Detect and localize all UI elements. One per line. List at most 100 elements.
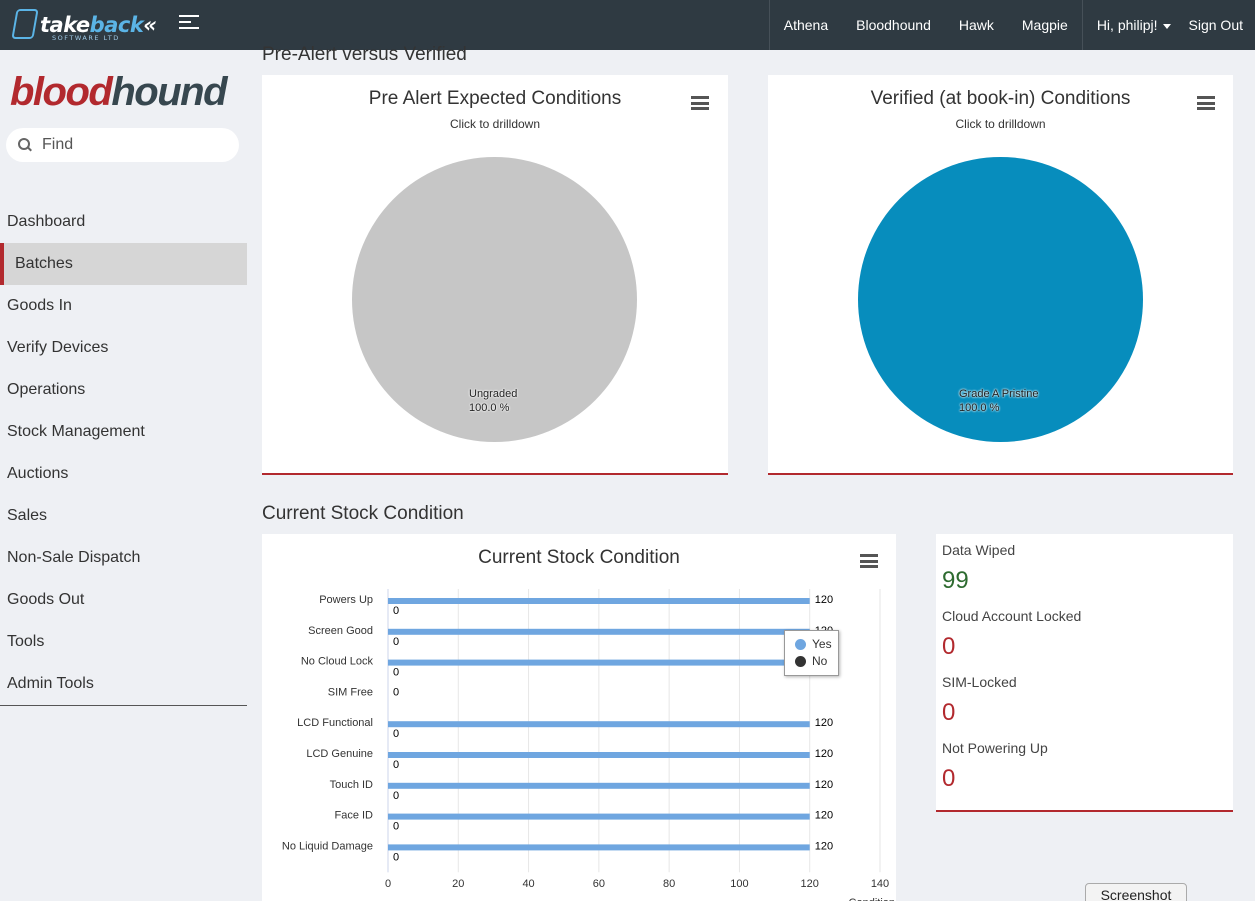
stat-label: Cloud Account Locked bbox=[942, 608, 1082, 624]
category-label: No Cloud Lock bbox=[301, 656, 374, 668]
takeback-logo[interactable]: takeback« SOFTWARE LTD bbox=[10, 7, 157, 43]
sidebar-item-sales[interactable]: Sales bbox=[7, 507, 48, 524]
logo-subtitle: SOFTWARE LTD bbox=[52, 34, 120, 42]
chart-subtitle: Click to drilldown bbox=[955, 117, 1046, 131]
bar-yes bbox=[388, 721, 810, 728]
nav-athena[interactable]: Athena bbox=[783, 17, 829, 33]
x-tick-label: 100 bbox=[730, 878, 748, 890]
logo-wordmark: takeback« bbox=[40, 13, 157, 37]
bar-yes bbox=[388, 659, 810, 666]
chart-title: Verified (at book-in) Conditions bbox=[870, 88, 1131, 109]
nav-magpie[interactable]: Magpie bbox=[1021, 17, 1068, 33]
sidebar-item-operations[interactable]: Operations bbox=[7, 381, 86, 398]
stat-value: 0 bbox=[942, 699, 956, 726]
data-label-no: 0 bbox=[393, 728, 399, 740]
stat-value: 99 bbox=[942, 567, 969, 594]
section-title-current-stock: Current Stock Condition bbox=[262, 503, 464, 524]
category-label: Screen Good bbox=[308, 625, 373, 637]
data-label-no: 0 bbox=[393, 759, 399, 771]
brand-hound: hound bbox=[111, 70, 227, 114]
user-greeting: Hi, philipj! bbox=[1096, 17, 1158, 33]
search-icon bbox=[18, 138, 32, 152]
x-tick-label: 80 bbox=[663, 878, 675, 890]
sidebar-toggle-icon[interactable] bbox=[179, 15, 199, 33]
pie-panel-pre-alert: Pre Alert Expected Conditions Click to d… bbox=[262, 75, 728, 475]
chart-menu-icon[interactable] bbox=[860, 554, 878, 568]
pie-data-label: Grade A Pristine 100.0 % bbox=[959, 387, 1039, 415]
pie-data-label: Ungraded 100.0 % bbox=[469, 387, 517, 415]
sidebar-item-dashboard[interactable]: Dashboard bbox=[7, 213, 86, 230]
user-menu[interactable]: Hi, philipj! bbox=[1083, 0, 1179, 50]
logo-back-text: back bbox=[89, 13, 144, 37]
sidebar-item-tools[interactable]: Tools bbox=[7, 633, 45, 650]
sidebar-item-admin-tools[interactable]: Admin Tools bbox=[7, 675, 94, 692]
x-axis-title: Condition bbox=[849, 897, 895, 901]
category-label: Powers Up bbox=[319, 594, 373, 606]
sidebar-item-stock-management[interactable]: Stock Management bbox=[7, 423, 145, 440]
category-label: No Liquid Damage bbox=[282, 840, 373, 852]
phone-logo-icon bbox=[11, 9, 39, 39]
chart-subtitle: Click to drilldown bbox=[449, 117, 541, 131]
bar-yes bbox=[388, 844, 810, 851]
legend-label-yes: Yes bbox=[812, 637, 832, 651]
bar-yes bbox=[388, 782, 810, 789]
chart-title: Pre Alert Expected Conditions bbox=[368, 88, 622, 109]
chart-title: Current Stock Condition bbox=[478, 547, 680, 568]
section-title-pre-alert: Pre-Alert versus Verified bbox=[262, 44, 467, 65]
x-tick-label: 140 bbox=[871, 878, 889, 890]
data-label-yes: 120 bbox=[815, 779, 833, 791]
data-label-no: 0 bbox=[393, 636, 399, 648]
nav-divider bbox=[1081, 0, 1083, 50]
category-label: Face ID bbox=[334, 810, 373, 822]
pie-label-name: Ungraded bbox=[469, 388, 518, 400]
data-label-no: 0 bbox=[393, 790, 399, 802]
legend-dot-no bbox=[795, 655, 806, 667]
legend-item-no[interactable]: No bbox=[795, 654, 827, 668]
stat-value: 0 bbox=[942, 633, 956, 660]
sidebar-menu: Dashboard Batches Goods In Verify Devices Op… bbox=[0, 201, 247, 706]
bar-yes bbox=[388, 598, 810, 604]
stat-label: SIM-Locked bbox=[942, 674, 1017, 690]
x-tick-label: 120 bbox=[801, 878, 819, 890]
legend-item-yes[interactable]: Yes bbox=[795, 637, 832, 651]
pie-slice-ungraded[interactable] bbox=[352, 157, 637, 442]
chevron-down-icon bbox=[1162, 23, 1171, 29]
bar-chart-panel: Current Stock Condition 0 20 40 60 80 100 120 1… bbox=[262, 534, 896, 901]
bloodhound-logo: bloodhound bbox=[10, 70, 228, 115]
nav-bloodhound[interactable]: Bloodhound bbox=[856, 17, 931, 33]
x-tick-label: 0 bbox=[385, 878, 391, 890]
bar-chart-svg: 0 20 40 60 80 100 120 140 Condition Powers Up 120 0… bbox=[282, 589, 895, 901]
stat-label: Not Powering Up bbox=[942, 740, 1048, 756]
search-box[interactable] bbox=[6, 128, 239, 162]
pie-panel-verified: Verified (at book-in) Conditions Click t… bbox=[768, 75, 1233, 475]
top-navbar: takeback« SOFTWARE LTD Athena Bloodhound… bbox=[0, 0, 1255, 50]
search-input[interactable] bbox=[42, 136, 232, 154]
chart-menu-icon[interactable] bbox=[691, 96, 709, 110]
sidebar-item-verify-devices[interactable]: Verify Devices bbox=[7, 339, 109, 356]
data-label-yes: 120 bbox=[815, 717, 833, 729]
stat-label: Data Wiped bbox=[942, 542, 1016, 558]
data-label-no: 0 bbox=[393, 667, 399, 679]
pie-slice-grade-a-pristine[interactable] bbox=[858, 157, 1143, 442]
sidebar-item-batches[interactable]: Batches bbox=[0, 243, 247, 285]
data-label-no: 0 bbox=[393, 605, 399, 617]
chart-menu-icon[interactable] bbox=[1197, 96, 1215, 110]
top-nav-links: Athena Bloodhound Hawk Magpie Hi, philip… bbox=[768, 0, 1255, 50]
bar-yes bbox=[388, 752, 810, 758]
nav-hawk[interactable]: Hawk bbox=[958, 17, 994, 33]
sidebar-item-goods-in[interactable]: Goods In bbox=[7, 297, 72, 314]
pie-label-percent: 100.0 % bbox=[469, 402, 510, 414]
sidebar-item-auctions[interactable]: Auctions bbox=[7, 465, 69, 482]
category-label: SIM Free bbox=[328, 686, 373, 698]
sign-out-link[interactable]: Sign Out bbox=[1188, 17, 1243, 33]
stats-panel: Data Wiped 99 Cloud Account Locked 0 SIM-Loc… bbox=[936, 534, 1233, 812]
sidebar-item-goods-out[interactable]: Goods Out bbox=[7, 591, 85, 608]
data-label-yes: 0 bbox=[393, 686, 399, 698]
pie-label-name: Grade A Pristine bbox=[959, 388, 1039, 400]
brand-blood: blood bbox=[10, 70, 113, 114]
screenshot-button[interactable]: Screenshot bbox=[1085, 883, 1187, 901]
category-label: LCD Genuine bbox=[306, 748, 373, 760]
data-label-yes: 120 bbox=[815, 810, 833, 822]
data-label-yes: 120 bbox=[815, 594, 833, 606]
sidebar-item-non-sale-dispatch[interactable]: Non-Sale Dispatch bbox=[7, 549, 141, 566]
